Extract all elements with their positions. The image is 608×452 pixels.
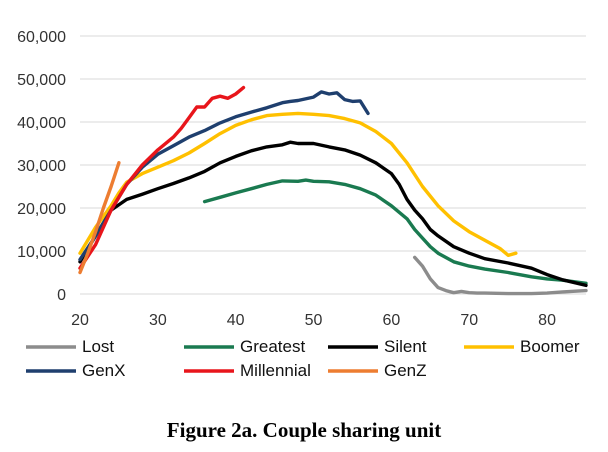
series-line-boomer <box>78 111 518 258</box>
series-line-silent <box>78 140 588 288</box>
x-tick-label: 50 <box>305 312 323 329</box>
y-tick-label: 60,000 <box>17 29 66 46</box>
x-tick-label: 40 <box>227 312 245 329</box>
series-lines <box>78 85 588 296</box>
legend-item-boomer: Boomer <box>464 337 580 356</box>
x-tick-label: 80 <box>538 312 556 329</box>
y-tick-label: 20,000 <box>17 201 66 218</box>
legend-label: Greatest <box>240 337 305 356</box>
figure-caption: Figure 2a. Couple sharing unit <box>166 418 442 442</box>
line-chart: 0 10,000 20,000 30,000 40,000 50,000 60,000 20… <box>17 29 588 380</box>
series-line-genz <box>78 161 121 275</box>
x-tick-label: 20 <box>71 312 89 329</box>
legend-item-lost: Lost <box>26 337 114 356</box>
legend: Lost Greatest Silent Boomer GenX Millennial Ge… <box>26 337 580 380</box>
legend-item-genx: GenX <box>26 361 125 380</box>
y-axis-ticks: 0 10,000 20,000 30,000 40,000 50,000 60,000 <box>17 29 66 304</box>
y-tick-label: 0 <box>57 287 66 304</box>
y-tick-label: 30,000 <box>17 158 66 175</box>
y-tick-label: 50,000 <box>17 72 66 89</box>
y-tick-label: 10,000 <box>17 244 66 261</box>
legend-label: Silent <box>384 337 427 356</box>
y-tick-label: 40,000 <box>17 115 66 132</box>
legend-item-silent: Silent <box>328 337 427 356</box>
series-line-millennial <box>78 85 246 270</box>
legend-label: Lost <box>82 337 114 356</box>
legend-item-greatest: Greatest <box>184 337 305 356</box>
legend-label: Boomer <box>520 337 580 356</box>
legend-item-genz: GenZ <box>328 361 427 380</box>
legend-item-millennial: Millennial <box>184 361 311 380</box>
series-line-genx <box>78 90 370 262</box>
legend-label: Millennial <box>240 361 311 380</box>
x-tick-label: 60 <box>382 312 400 329</box>
legend-label: GenX <box>82 361 125 380</box>
series-line-greatest <box>202 178 588 285</box>
x-tick-label: 70 <box>460 312 478 329</box>
series-line-lost <box>413 255 588 296</box>
x-tick-label: 30 <box>149 312 167 329</box>
x-axis-ticks: 20 30 40 50 60 70 80 <box>71 312 556 329</box>
legend-label: GenZ <box>384 361 427 380</box>
